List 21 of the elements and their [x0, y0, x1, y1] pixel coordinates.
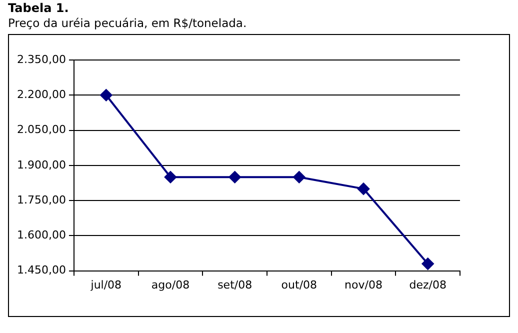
x-tick-label: nov/08: [344, 278, 382, 292]
chart-title: Tabela 1.: [8, 1, 69, 15]
y-tick-label: 1.750,00: [17, 193, 66, 206]
point: [357, 182, 370, 195]
point: [100, 89, 112, 102]
y-tick-label: 1.600,00: [17, 228, 66, 242]
x-tick-label: ago/08: [151, 278, 190, 292]
x-tick-label: set/08: [218, 278, 252, 292]
point: [228, 171, 241, 184]
y-tick-label: 2.200,00: [17, 88, 66, 101]
y-tick-label: 2.050,00: [17, 123, 66, 136]
x-tick-label: jul/08: [90, 278, 122, 292]
point: [293, 171, 306, 184]
chart-subtitle: Preço da uréia pecuária, em R$/tonelada.: [8, 16, 247, 30]
x-tick-label: dez/08: [409, 278, 446, 292]
y-tick-label: 1.900,00: [17, 158, 66, 172]
y-tick-label: 2.350,00: [17, 52, 66, 66]
point: [164, 171, 176, 184]
point: [422, 258, 434, 270]
x-tick-label: out/08: [281, 278, 318, 292]
y-tick-label: 1.450,00: [17, 264, 66, 277]
